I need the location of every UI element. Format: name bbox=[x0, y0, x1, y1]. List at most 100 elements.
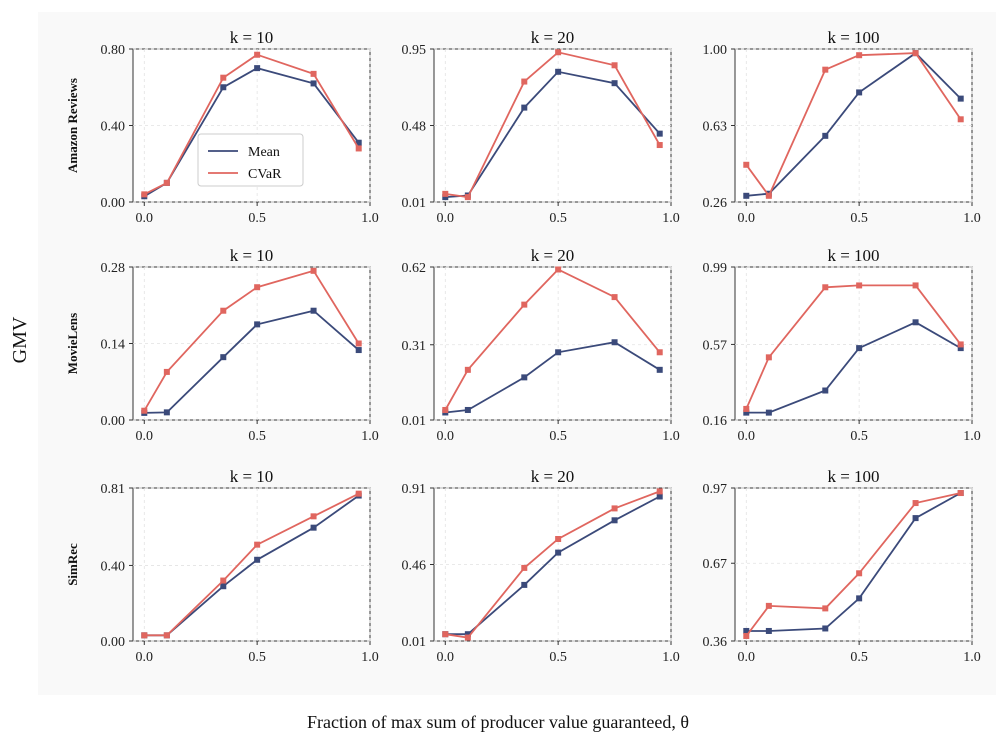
data-point-mean bbox=[912, 319, 919, 326]
x-tick-label: 1.0 bbox=[361, 429, 379, 444]
x-tick-label: 0.0 bbox=[738, 211, 756, 226]
data-point-mean bbox=[521, 104, 528, 111]
data-point-cvar bbox=[310, 70, 317, 77]
data-point-mean bbox=[656, 366, 663, 373]
y-tick-label: 0.80 bbox=[101, 43, 126, 58]
data-point-mean bbox=[765, 627, 772, 634]
data-point-cvar bbox=[765, 602, 772, 609]
x-tick-label: 0.5 bbox=[549, 211, 567, 226]
data-point-cvar bbox=[822, 284, 829, 291]
data-point-cvar bbox=[254, 51, 261, 58]
data-point-mean bbox=[656, 493, 663, 500]
data-point-mean bbox=[743, 409, 750, 416]
x-tick-label: 0.0 bbox=[136, 429, 154, 444]
panel-simrec-k-10: 0.0 0.5 1.0 0.00 0.40 0.81 k = 10 bbox=[101, 467, 379, 665]
y-tick-label: 0.40 bbox=[101, 559, 126, 574]
y-tick-label: 0.31 bbox=[402, 339, 427, 354]
x-axis-label: Fraction of max sum of producer value gu… bbox=[307, 712, 689, 732]
data-point-mean bbox=[822, 625, 829, 632]
data-point-mean bbox=[743, 192, 750, 199]
data-point-mean bbox=[822, 132, 829, 139]
x-tick-label: 0.5 bbox=[248, 650, 266, 665]
y-tick-label: 0.95 bbox=[402, 43, 427, 58]
y-tick-label: 0.46 bbox=[402, 559, 427, 574]
data-point-cvar bbox=[355, 145, 362, 152]
y-tick-label: 1.00 bbox=[703, 43, 728, 58]
data-point-mean bbox=[611, 80, 618, 87]
y-tick-label: 0.00 bbox=[101, 414, 126, 429]
data-point-mean bbox=[442, 194, 449, 201]
plot-frame bbox=[433, 48, 672, 203]
x-tick-label: 0.0 bbox=[437, 211, 455, 226]
data-point-cvar bbox=[912, 50, 919, 57]
series-line-cvar bbox=[445, 490, 661, 639]
legend-label-cvar: CVaR bbox=[248, 167, 282, 182]
y-tick-label: 0.97 bbox=[703, 482, 728, 497]
data-point-cvar bbox=[765, 192, 772, 199]
series-line-cvar bbox=[143, 269, 360, 412]
data-point-cvar bbox=[442, 190, 449, 197]
data-point-cvar bbox=[141, 191, 148, 198]
data-point-cvar bbox=[442, 631, 449, 638]
y-axis-label: GMV bbox=[9, 316, 31, 363]
data-point-cvar bbox=[220, 307, 227, 314]
x-tick-label: 1.0 bbox=[963, 650, 981, 665]
series-line-cvar bbox=[745, 52, 962, 198]
data-point-mean bbox=[355, 347, 362, 354]
data-point-cvar bbox=[464, 634, 471, 641]
data-point-cvar bbox=[163, 179, 170, 186]
plot-frame bbox=[734, 266, 973, 421]
panel-simrec-k-20: 0.0 0.5 1.0 0.01 0.46 0.91 k = 20 bbox=[402, 467, 680, 665]
data-point-cvar bbox=[521, 301, 528, 308]
data-point-cvar bbox=[254, 284, 261, 291]
y-tick-label: 0.62 bbox=[402, 261, 427, 276]
data-point-mean bbox=[856, 89, 863, 96]
data-point-cvar bbox=[912, 500, 919, 507]
x-tick-label: 1.0 bbox=[963, 211, 981, 226]
plot-frame bbox=[433, 487, 672, 642]
series-line-cvar bbox=[143, 53, 360, 196]
data-point-cvar bbox=[464, 194, 471, 201]
data-point-cvar bbox=[957, 341, 964, 348]
y-tick-label: 0.01 bbox=[402, 635, 427, 650]
panel-title: k = 10 bbox=[230, 28, 274, 47]
plot-frame bbox=[433, 266, 672, 421]
y-tick-label: 0.00 bbox=[101, 196, 126, 211]
data-point-mean bbox=[521, 374, 528, 381]
panel-amazon-reviews-k-20: 0.0 0.5 1.0 0.01 0.48 0.95 k = 20 bbox=[402, 28, 680, 226]
data-point-cvar bbox=[220, 577, 227, 584]
y-tick-label: 0.14 bbox=[101, 338, 126, 353]
data-point-cvar bbox=[355, 490, 362, 497]
y-tick-label: 0.91 bbox=[402, 482, 427, 497]
data-point-mean bbox=[822, 387, 829, 394]
x-tick-label: 0.5 bbox=[850, 429, 868, 444]
data-point-mean bbox=[310, 524, 317, 531]
data-point-cvar bbox=[656, 488, 663, 495]
data-point-cvar bbox=[957, 116, 964, 123]
legend: Mean CVaR bbox=[197, 133, 304, 187]
row-label-amazon-reviews: Amazon Reviews bbox=[65, 78, 80, 173]
data-point-cvar bbox=[822, 66, 829, 73]
x-tick-label: 1.0 bbox=[361, 650, 379, 665]
series-line-cvar bbox=[144, 492, 360, 637]
data-point-cvar bbox=[555, 266, 562, 273]
row-label-movielens: MovieLens bbox=[65, 313, 80, 374]
y-tick-label: 0.40 bbox=[101, 120, 126, 135]
x-tick-label: 1.0 bbox=[662, 650, 680, 665]
legend-label-mean: Mean bbox=[248, 145, 280, 160]
data-point-cvar bbox=[856, 282, 863, 289]
data-point-cvar bbox=[442, 406, 449, 413]
x-tick-label: 1.0 bbox=[662, 429, 680, 444]
data-point-mean bbox=[521, 581, 528, 588]
series-line-mean bbox=[445, 495, 661, 636]
data-point-cvar bbox=[743, 405, 750, 412]
data-point-cvar bbox=[141, 632, 148, 639]
data-point-cvar bbox=[555, 536, 562, 542]
x-tick-label: 0.5 bbox=[549, 650, 567, 665]
y-tick-label: 0.26 bbox=[703, 196, 728, 211]
series-line-cvar bbox=[745, 284, 962, 410]
data-point-cvar bbox=[611, 505, 618, 512]
panel-amazon-reviews-k-10: 0.0 0.5 1.0 0.00 0.40 0.80 k = 10 bbox=[101, 28, 379, 226]
x-tick-label: 0.0 bbox=[437, 650, 455, 665]
data-point-cvar bbox=[656, 349, 663, 356]
